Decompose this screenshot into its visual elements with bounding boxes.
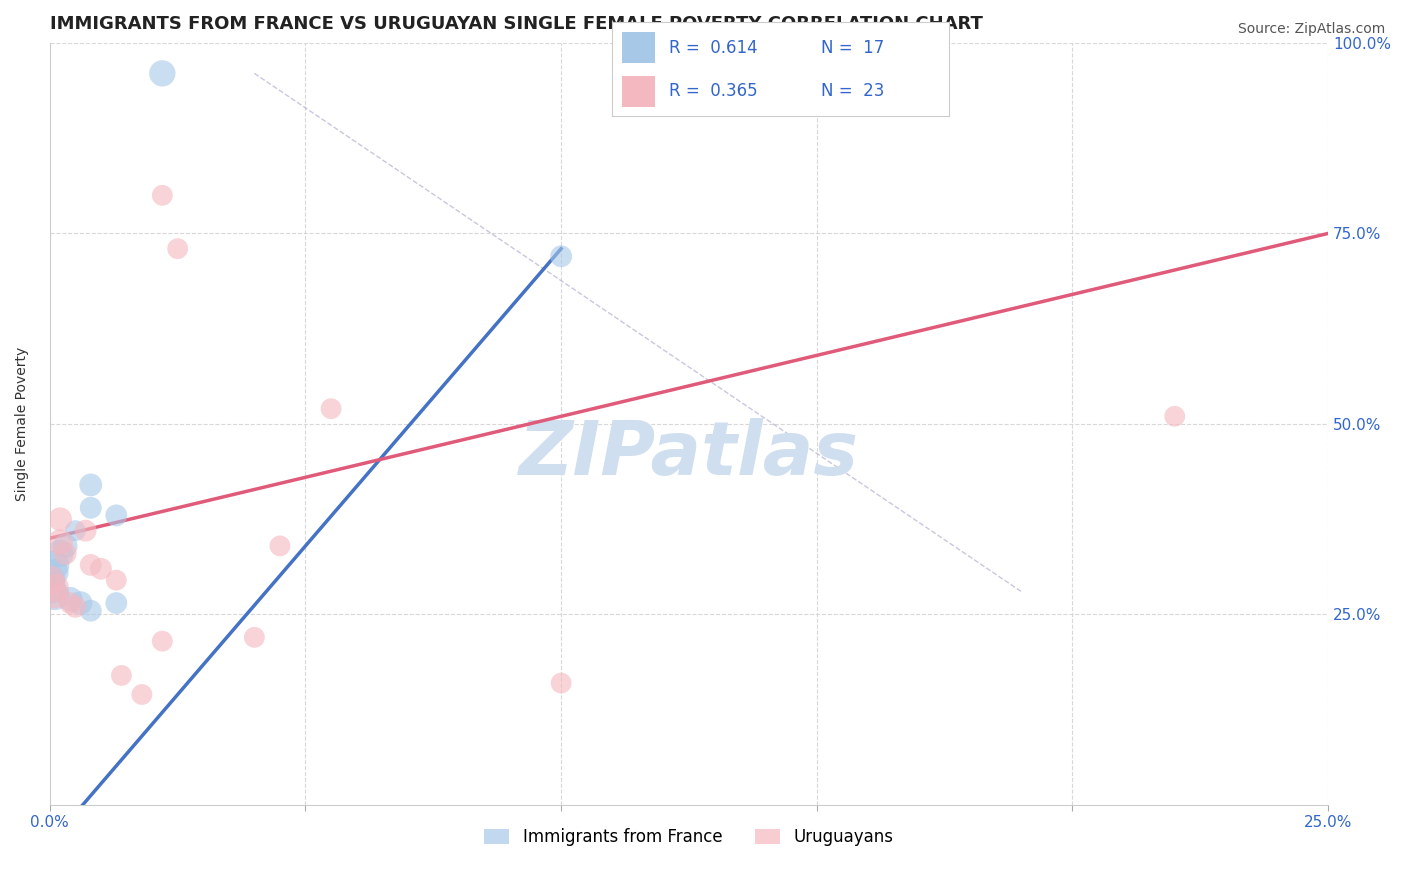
Text: N =  23: N = 23	[821, 82, 884, 100]
Point	[44, 589, 66, 603]
Point	[49, 535, 72, 549]
Point	[1164, 409, 1187, 424]
Point	[44, 566, 66, 580]
Point	[243, 631, 266, 645]
Point	[49, 547, 72, 561]
Point	[166, 242, 188, 256]
Point	[105, 596, 128, 610]
Point	[44, 558, 66, 572]
Point	[53, 547, 76, 561]
Point	[75, 524, 97, 538]
Point	[150, 66, 173, 80]
Text: IMMIGRANTS FROM FRANCE VS URUGUAYAN SINGLE FEMALE POVERTY CORRELATION CHART: IMMIGRANTS FROM FRANCE VS URUGUAYAN SING…	[49, 15, 983, 33]
Point	[90, 562, 112, 576]
Point	[80, 604, 103, 618]
Point	[269, 539, 291, 553]
FancyBboxPatch shape	[621, 76, 655, 107]
Y-axis label: Single Female Poverty: Single Female Poverty	[15, 347, 30, 501]
Point	[80, 500, 103, 515]
Point	[38, 581, 60, 595]
Text: R =  0.614: R = 0.614	[669, 38, 758, 56]
Text: N =  17: N = 17	[821, 38, 884, 56]
Point	[49, 512, 72, 526]
Point	[131, 688, 153, 702]
Point	[319, 401, 342, 416]
Point	[105, 573, 128, 587]
Point	[150, 188, 173, 202]
FancyBboxPatch shape	[621, 32, 655, 62]
Point	[80, 558, 103, 572]
Point	[65, 599, 87, 614]
Point	[53, 539, 76, 553]
Text: R =  0.365: R = 0.365	[669, 82, 758, 100]
Text: ZIPatlas: ZIPatlas	[519, 418, 859, 491]
Point	[65, 524, 87, 538]
Point	[150, 634, 173, 648]
Point	[80, 478, 103, 492]
Point	[38, 573, 60, 587]
Point	[44, 581, 66, 595]
Point	[59, 596, 82, 610]
Point	[38, 573, 60, 587]
Point	[550, 676, 572, 690]
Point	[550, 249, 572, 263]
Point	[110, 668, 132, 682]
Text: Source: ZipAtlas.com: Source: ZipAtlas.com	[1237, 22, 1385, 37]
Legend: Immigrants from France, Uruguayans: Immigrants from France, Uruguayans	[484, 828, 894, 847]
Point	[69, 596, 91, 610]
Point	[44, 589, 66, 603]
Point	[59, 592, 82, 607]
Point	[105, 508, 128, 523]
